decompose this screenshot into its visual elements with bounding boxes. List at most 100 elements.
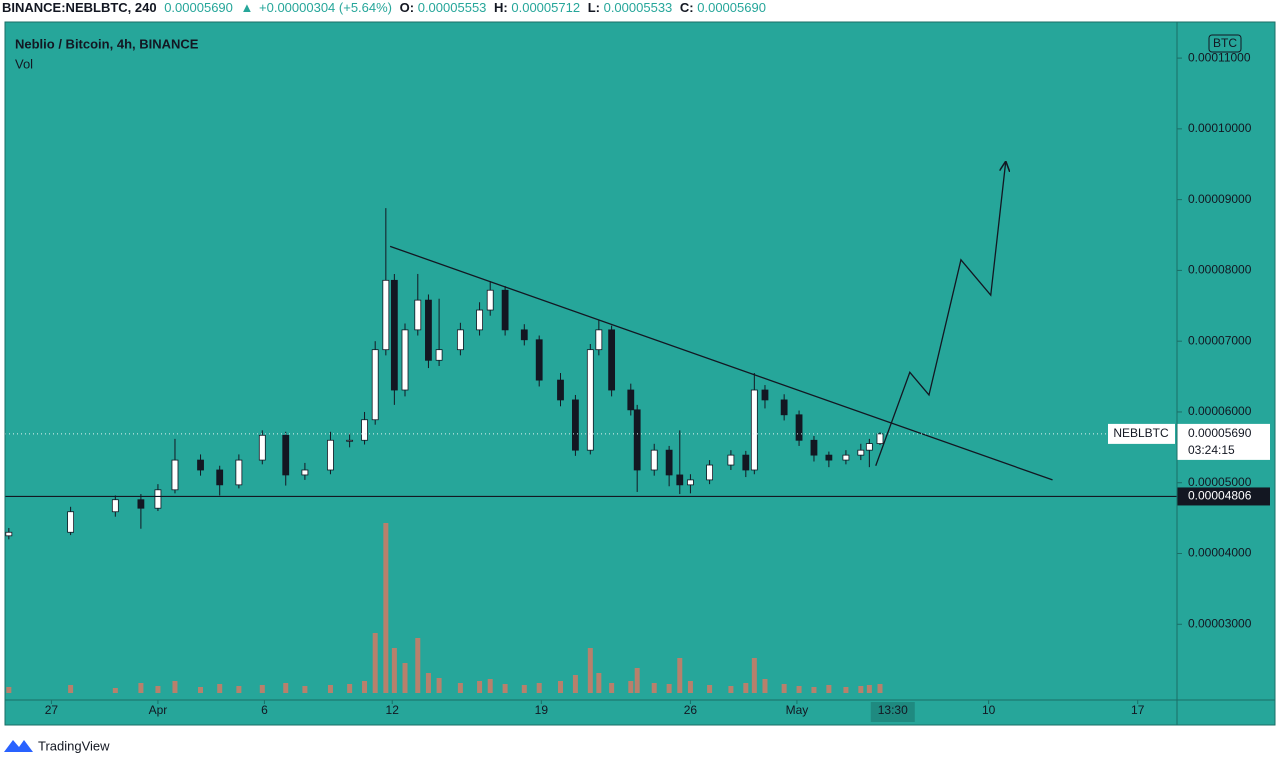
- trendline: [389, 245, 1053, 481]
- candle-body: [520, 329, 528, 341]
- branding: TradingView: [38, 738, 110, 753]
- volume-bar: [6, 687, 12, 693]
- volume-bar: [557, 681, 563, 693]
- volume-bar: [866, 685, 872, 693]
- change: +0.00000304 (+5.64%): [259, 0, 392, 15]
- last-price: 0.00005690: [164, 0, 233, 15]
- candle-body: [171, 459, 179, 491]
- close-value: 0.00005690: [697, 0, 766, 15]
- x-tick-label: 27: [45, 703, 59, 717]
- series-label-box: [1108, 423, 1175, 444]
- candle-body: [572, 399, 579, 451]
- volume-bar: [112, 688, 118, 693]
- plot-layer: 0.00003000 0.00004000 0.00005000 0.00006000…: [5, 50, 1270, 722]
- candle-body: [154, 489, 162, 509]
- volume-bar: [402, 663, 408, 693]
- volume-bar: [155, 686, 161, 693]
- volume-bar: [536, 683, 542, 693]
- candle-body: [216, 469, 224, 486]
- candle-body: [282, 434, 290, 476]
- candle-body: [761, 389, 769, 401]
- header: BINANCE:NEBLBTC, 240 0.00005690 ▲ +0.000…: [2, 0, 766, 15]
- candle-body: [501, 289, 509, 331]
- currency-box: [1208, 34, 1242, 53]
- volume-bar: [198, 687, 204, 693]
- candle-body: [810, 439, 818, 456]
- volume-bar: [728, 686, 734, 693]
- volume-bar: [677, 658, 683, 693]
- candle-body: [608, 329, 616, 391]
- chart-background: [5, 22, 1275, 725]
- low-value: 0.00005533: [604, 0, 673, 15]
- last-price-box: [1177, 423, 1270, 460]
- volume-bar: [609, 683, 615, 693]
- x-tick-label: May: [786, 703, 809, 717]
- volume-bar: [415, 638, 421, 693]
- direction: ▲: [241, 0, 254, 15]
- volume-bar: [138, 683, 144, 693]
- candle-body: [456, 329, 464, 351]
- time-highlight: [870, 702, 915, 722]
- x-tick-label: 6: [261, 703, 268, 717]
- y-tick-label: 0.00010000: [1188, 121, 1252, 135]
- candle-body: [67, 511, 75, 533]
- volume-bar: [347, 684, 353, 693]
- candle-body: [390, 279, 398, 391]
- candle-body: [258, 434, 266, 461]
- x-tick-label: 17: [1131, 703, 1145, 717]
- high-value: 0.00005712: [511, 0, 580, 15]
- volume-bar: [743, 683, 749, 693]
- series-label: NEBLBTC: [1113, 426, 1169, 440]
- support-label: 0.00004806: [1188, 489, 1252, 503]
- candle-body: [780, 399, 788, 416]
- volume-bar: [302, 686, 308, 693]
- candle-body: [361, 419, 368, 441]
- open-label: O:: [400, 0, 414, 15]
- support-label-box: [1177, 487, 1270, 506]
- volume-bar: [217, 684, 223, 693]
- candle-body: [197, 459, 204, 471]
- volume-bar: [587, 648, 593, 693]
- frame: [4, 21, 1276, 726]
- candle-body: [486, 289, 494, 311]
- candle-body: [706, 464, 713, 481]
- candle-body: [627, 389, 635, 411]
- volume-bar: [436, 678, 442, 693]
- volume-bar: [383, 523, 389, 693]
- candle-body: [425, 299, 432, 361]
- candle-body: [595, 329, 603, 351]
- candle-body: [876, 433, 884, 444]
- volume-bar: [877, 684, 883, 693]
- volume-bar: [826, 685, 832, 693]
- candle-body: [842, 454, 850, 461]
- candle-body: [825, 454, 833, 461]
- volume-bar: [781, 684, 787, 693]
- candle-body: [586, 349, 594, 451]
- volume-bar: [283, 683, 289, 693]
- candle-body: [676, 474, 684, 486]
- volume-bar: [477, 681, 483, 693]
- volume-bar: [811, 687, 817, 693]
- logo-icon: [4, 740, 33, 752]
- volume-bar: [425, 673, 431, 693]
- volume-bar: [457, 683, 463, 693]
- last-price-label: 0.00005690: [1188, 426, 1252, 440]
- candle-body: [371, 349, 379, 421]
- volume-bar: [762, 679, 768, 693]
- x-tick-label: 19: [535, 703, 549, 717]
- currency: BTC: [1213, 36, 1237, 50]
- volume-bar: [651, 683, 657, 693]
- volume-bar: [259, 685, 265, 693]
- candle-body: [235, 459, 243, 486]
- countdown: 03:24:15: [1188, 443, 1235, 457]
- volume-bar: [596, 673, 602, 693]
- volume-bar: [521, 685, 527, 693]
- candle-body: [414, 299, 422, 331]
- volume-bar: [372, 633, 378, 693]
- volume-bar: [362, 681, 368, 693]
- candle-body: [857, 449, 865, 456]
- volume-bar: [572, 675, 578, 693]
- volume-bar: [751, 658, 757, 693]
- chart-title: Neblio / Bitcoin, 4h, BINANCE: [15, 36, 199, 51]
